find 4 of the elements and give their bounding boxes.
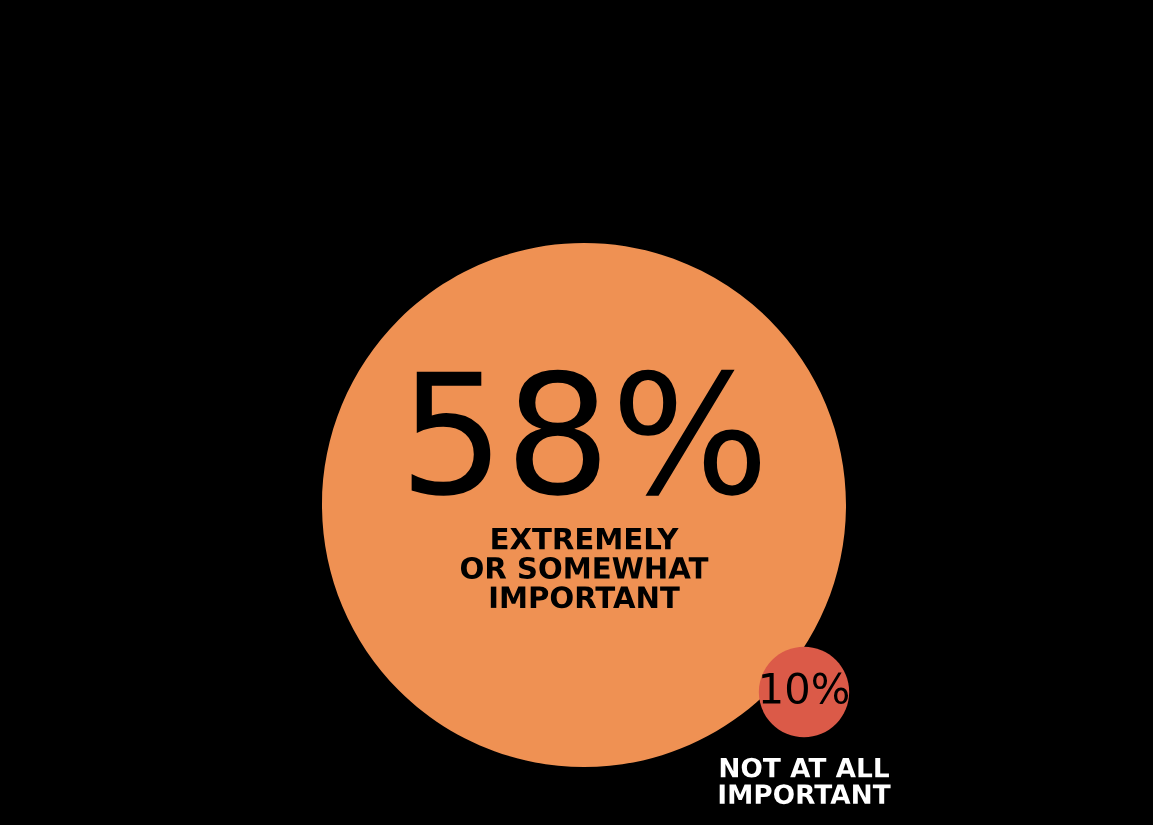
data-label: 10% bbox=[762, 672, 849, 705]
category-label: EXTREMELY OR SOMEWHAT IMPORTANT bbox=[460, 527, 709, 609]
category-label: NOT AT ALL IMPORTANT bbox=[719, 757, 891, 805]
data-label: 58% bbox=[411, 369, 761, 496]
